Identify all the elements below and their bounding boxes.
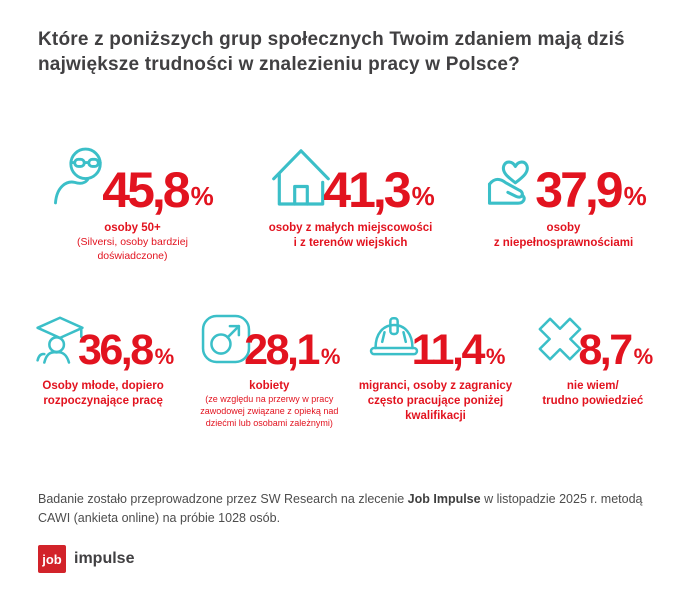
percent-sign: % bbox=[633, 343, 654, 369]
stat-card-niepelnosprawni: 37,9 % osoby z niepełnosprawnościami bbox=[466, 141, 661, 264]
footer-text-after: w listopadzie 2025 r. metodą CAWI (ankie… bbox=[38, 492, 643, 525]
stat-label: osoby 50+ bbox=[104, 222, 161, 234]
hands-heart-icon bbox=[480, 141, 548, 211]
stat-label: kobiety bbox=[249, 380, 290, 392]
stat-top: 41,3 % bbox=[266, 141, 435, 218]
logo-job-box: job bbox=[38, 545, 66, 573]
percent-sign: % bbox=[623, 181, 647, 212]
stat-top: 37,9 % bbox=[480, 141, 647, 218]
page-title: Które z poniższych grup społecznych Twoi… bbox=[38, 29, 625, 76]
stat-top: 36,8 % bbox=[32, 309, 175, 375]
stat-label: osoby z niepełnosprawnościami bbox=[493, 222, 634, 250]
stat-card-osoby-mlode: 36,8 % Osoby młode, dopiero rozpoczynają… bbox=[20, 309, 186, 430]
stat-label: osoby z małych miejscowości i z terenów … bbox=[268, 222, 433, 250]
footer-note: Badanie zostało przeprowadzone przez SW … bbox=[38, 490, 656, 528]
stat-card-kobiety: 28,1 % kobiety (ze względu na przerwy w … bbox=[186, 309, 352, 430]
brand-name: Job Impulse bbox=[407, 492, 481, 506]
percent-sign: % bbox=[154, 343, 175, 369]
stat-card-migranci: 11,4 % migranci, osoby z zagranicy częst… bbox=[352, 309, 518, 430]
stat-value: 41,3 bbox=[323, 161, 411, 218]
stat-card-male-miejscowosci: 41,3 % osoby z małych miejscowości i z t… bbox=[238, 141, 463, 264]
stat-value: 37,9 bbox=[535, 161, 623, 218]
stat-card-osoby-50-plus: 45,8 % osoby 50+ (Silversi, osoby bardzi… bbox=[30, 141, 235, 264]
senior-person-icon bbox=[51, 141, 115, 211]
stat-top: 28,1 % bbox=[198, 309, 341, 375]
percent-sign: % bbox=[485, 343, 506, 369]
stat-top: 45,8 % bbox=[51, 141, 214, 218]
percent-sign: % bbox=[411, 181, 435, 212]
stat-label: nie wiem/ trudno powiedzieć bbox=[542, 380, 644, 408]
x-mark-icon bbox=[532, 309, 588, 369]
stat-card-nie-wiem: 8,7 % nie wiem/ trudno powiedzieć bbox=[519, 309, 667, 430]
stat-value: 36,8 bbox=[77, 326, 154, 375]
house-icon bbox=[266, 141, 336, 211]
stat-value: 45,8 bbox=[102, 161, 190, 218]
gender-symbol-icon bbox=[198, 309, 254, 369]
stat-label: Osoby młode, dopiero rozpoczynające prac… bbox=[42, 380, 164, 408]
footer-text-before: Badanie zostało przeprowadzone przez SW … bbox=[38, 492, 408, 506]
stat-value: 28,1 bbox=[244, 326, 320, 375]
stat-value: 8,7 bbox=[578, 326, 633, 375]
stat-value: 11,4 bbox=[411, 326, 486, 375]
hard-hat-icon bbox=[366, 309, 422, 369]
stats-row-1: 45,8 % osoby 50+ (Silversi, osoby bardzi… bbox=[30, 141, 661, 264]
stat-top: 11,4 % bbox=[366, 309, 506, 375]
graduate-icon bbox=[32, 309, 88, 369]
logo-impulse-text: impulse bbox=[74, 550, 135, 567]
stat-label: migranci, osoby z zagranicy często pracu… bbox=[358, 380, 513, 423]
percent-sign: % bbox=[190, 181, 214, 212]
stat-sublabel: (Silversi, osoby bardziej doświadczone) bbox=[77, 236, 188, 263]
stat-sublabel: (ze względu na przerwy w pracy zawodowej… bbox=[200, 394, 339, 428]
stats-row-2: 36,8 % Osoby młode, dopiero rozpoczynają… bbox=[20, 309, 667, 430]
job-impulse-logo: job impulse bbox=[38, 545, 134, 573]
percent-sign: % bbox=[320, 343, 341, 369]
stat-top: 8,7 % bbox=[532, 309, 654, 375]
